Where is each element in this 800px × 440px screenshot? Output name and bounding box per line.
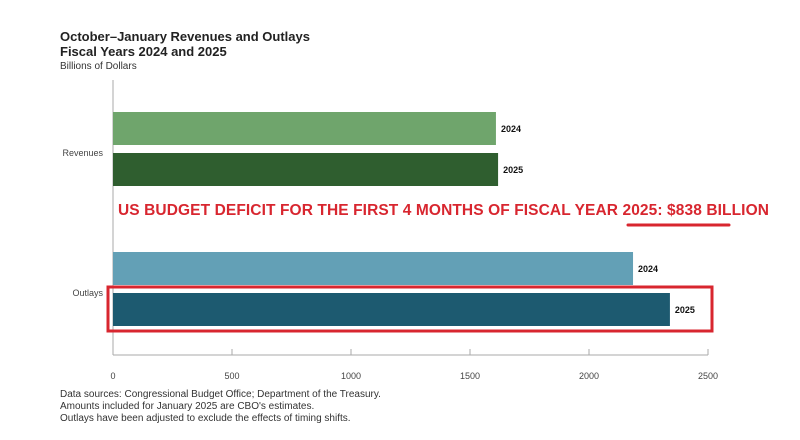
bar-outlays-2025 bbox=[113, 293, 670, 326]
x-tick-label: 1000 bbox=[341, 371, 361, 381]
bar-label: 2025 bbox=[675, 305, 695, 315]
chart-subtitle: Fiscal Years 2024 and 2025 bbox=[60, 44, 227, 59]
x-tick-label: 1500 bbox=[460, 371, 480, 381]
note-estimates: Amounts included for January 2025 are CB… bbox=[60, 401, 315, 412]
note-sources: Data sources: Congressional Budget Offic… bbox=[60, 389, 381, 400]
highlight-box bbox=[106, 285, 714, 333]
deficit-annotation: US BUDGET DEFICIT FOR THE FIRST 4 MONTHS… bbox=[118, 202, 769, 220]
unit-label: Billions of Dollars bbox=[60, 61, 137, 72]
x-tick-label: 2500 bbox=[698, 371, 718, 381]
bar-label: 2024 bbox=[501, 124, 521, 134]
category-label: Revenues bbox=[62, 148, 103, 158]
bar-label: 2025 bbox=[503, 165, 523, 175]
bar-revenues-2025 bbox=[113, 153, 499, 186]
chart-title: October–January Revenues and Outlays bbox=[60, 29, 310, 44]
note-adjustment: Outlays have been adjusted to exclude th… bbox=[60, 413, 351, 424]
annotation-text: US BUDGET DEFICIT FOR THE FIRST 4 MONTHS… bbox=[118, 202, 668, 219]
bar-revenues-2024 bbox=[113, 112, 496, 145]
bar-label: 2024 bbox=[638, 264, 658, 274]
annotation-highlight: $838 BILLION bbox=[667, 202, 770, 219]
bar-outlays-2024 bbox=[113, 252, 634, 285]
x-tick-label: 500 bbox=[224, 371, 239, 381]
x-tick-label: 0 bbox=[110, 371, 115, 381]
category-label: Outlays bbox=[72, 288, 103, 298]
x-tick-label: 2000 bbox=[579, 371, 599, 381]
